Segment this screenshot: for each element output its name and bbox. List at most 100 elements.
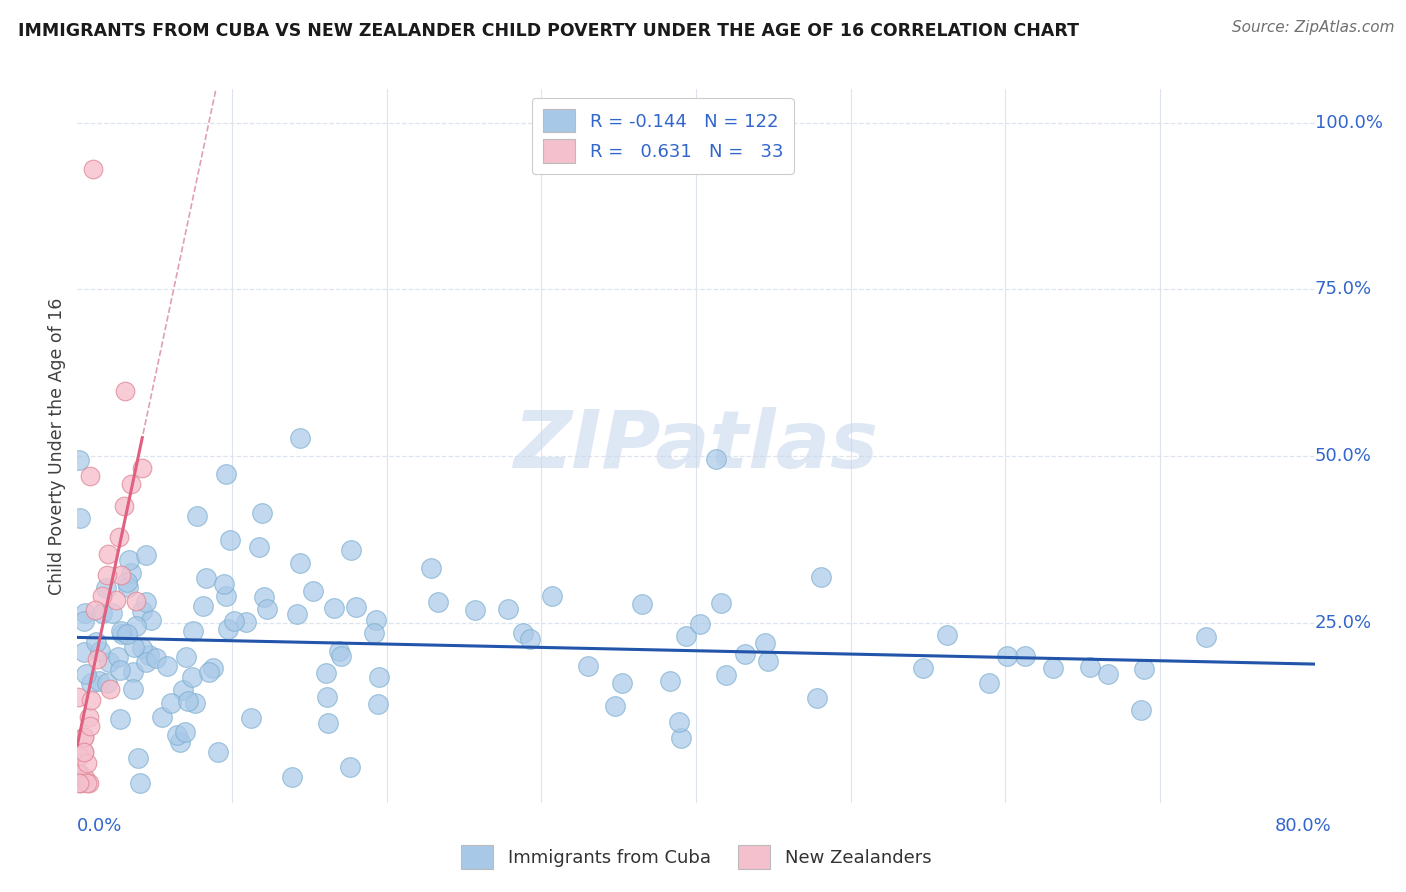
Point (330, 648, 353, 663)
Point (159, 696, 181, 710)
Point (315, 666, 337, 681)
Legend: Immigrants from Cuba, New Zealanders: Immigrants from Cuba, New Zealanders (454, 838, 938, 876)
Point (288, 431, 311, 445)
Point (669, 731, 692, 745)
Text: 75.0%: 75.0% (1315, 280, 1372, 298)
Point (496, 602, 519, 616)
Point (1129, 703, 1152, 717)
Point (82, 162, 104, 177)
Point (323, 601, 346, 615)
Point (67, 776, 90, 790)
Point (177, 694, 200, 708)
Point (426, 595, 449, 609)
Point (76, 776, 98, 790)
Point (217, 623, 239, 637)
Point (108, 530, 131, 544)
Point (181, 670, 204, 684)
Point (1195, 630, 1218, 644)
Point (129, 776, 152, 790)
Point (69, 511, 91, 525)
Point (115, 575, 138, 590)
Y-axis label: Child Poverty Under the Age of 16: Child Poverty Under the Age of 16 (48, 297, 66, 595)
Point (152, 710, 174, 724)
Point (367, 670, 389, 684)
Point (247, 540, 270, 554)
Point (97, 656, 120, 670)
Point (995, 649, 1018, 664)
Point (120, 566, 142, 580)
Point (80, 693, 103, 707)
Point (195, 571, 218, 585)
Point (125, 594, 148, 608)
Point (1097, 666, 1119, 681)
Point (87, 673, 110, 688)
Point (253, 590, 276, 604)
Point (111, 626, 134, 640)
Point (224, 614, 246, 628)
Point (806, 690, 828, 705)
Point (96, 582, 118, 596)
Point (512, 626, 534, 640)
Point (131, 640, 153, 655)
Point (75, 667, 97, 681)
Point (114, 384, 136, 398)
Point (198, 665, 221, 679)
Point (214, 577, 236, 591)
Point (108, 712, 131, 726)
Point (84, 635, 107, 649)
Point (281, 770, 304, 784)
Point (191, 599, 214, 614)
Point (110, 568, 132, 582)
Point (1133, 663, 1156, 677)
Point (1042, 661, 1064, 675)
Point (73, 606, 96, 620)
Point (69, 767, 91, 781)
Point (285, 607, 308, 621)
Point (97, 547, 120, 561)
Point (603, 698, 626, 713)
Text: Source: ZipAtlas.com: Source: ZipAtlas.com (1232, 20, 1395, 35)
Point (138, 648, 160, 662)
Point (219, 533, 242, 547)
Point (67, 452, 90, 467)
Point (207, 745, 229, 759)
Point (756, 654, 779, 668)
Point (98, 681, 121, 696)
Point (107, 649, 129, 664)
Point (174, 724, 197, 739)
Point (340, 542, 363, 557)
Point (1078, 660, 1101, 674)
Point (118, 553, 141, 567)
Point (156, 659, 179, 673)
Point (256, 602, 278, 616)
Point (145, 651, 167, 665)
Point (302, 584, 325, 599)
Point (73, 771, 96, 785)
Point (79, 469, 101, 483)
Point (339, 760, 361, 774)
Point (176, 650, 198, 665)
Text: 80.0%: 80.0% (1275, 817, 1331, 835)
Point (127, 751, 149, 765)
Point (612, 675, 634, 690)
Point (90, 606, 112, 620)
Point (105, 593, 128, 607)
Point (235, 615, 257, 629)
Text: IMMIGRANTS FROM CUBA VS NEW ZEALANDER CHILD POVERTY UNDER THE AGE OF 16 CORRELAT: IMMIGRANTS FROM CUBA VS NEW ZEALANDER CH… (18, 22, 1080, 40)
Point (86, 652, 108, 666)
Point (135, 595, 157, 609)
Point (79, 709, 101, 723)
Point (70, 776, 93, 790)
Point (73, 745, 96, 759)
Point (366, 614, 388, 628)
Point (464, 602, 486, 616)
Point (172, 682, 194, 697)
Point (73, 731, 96, 745)
Point (76, 756, 98, 770)
Point (131, 603, 153, 617)
Point (67, 749, 90, 764)
Point (659, 674, 682, 689)
Point (519, 632, 541, 646)
Point (77, 776, 100, 790)
Point (215, 467, 238, 481)
